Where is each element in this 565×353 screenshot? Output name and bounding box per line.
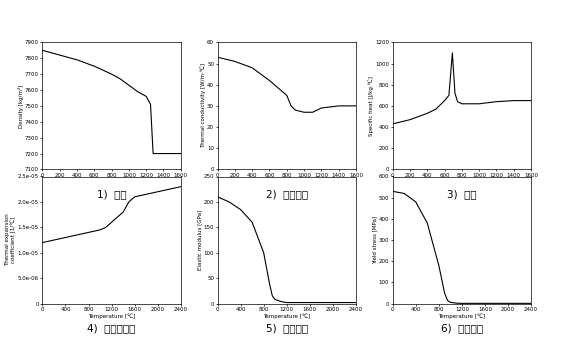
Text: 5)  탄성계수: 5) 탄성계수 (266, 323, 308, 333)
X-axis label: Temperature [℃]: Temperature [℃] (438, 313, 485, 319)
Text: 1)  밀도: 1) 밀도 (97, 189, 127, 199)
X-axis label: Temperature [℃]: Temperature [℃] (88, 313, 135, 319)
X-axis label: Temperature [℃]: Temperature [℃] (438, 179, 485, 185)
X-axis label: Temperature [℃]: Temperature [℃] (88, 179, 135, 185)
X-axis label: Temperature [℃]: Temperature [℃] (263, 313, 310, 319)
X-axis label: Temperature [℃]: Temperature [℃] (263, 179, 310, 185)
Y-axis label: Thermal conductivity [W/m·℃]: Thermal conductivity [W/m·℃] (200, 64, 206, 148)
Text: 2)  열전도도: 2) 열전도도 (266, 189, 308, 199)
Text: 4)  열확산계수: 4) 열확산계수 (88, 323, 136, 333)
Y-axis label: Thermal expansion
coefficient [1/℃]: Thermal expansion coefficient [1/℃] (6, 214, 16, 267)
Y-axis label: Specific heat [J/kg·℃]: Specific heat [J/kg·℃] (368, 76, 374, 136)
Text: 6)  항복응력: 6) 항복응력 (441, 323, 483, 333)
Y-axis label: Density [kg/m³]: Density [kg/m³] (18, 84, 24, 127)
Text: 3)  비열: 3) 비열 (447, 189, 477, 199)
Y-axis label: Yield stress [MPa]: Yield stress [MPa] (372, 216, 377, 264)
Y-axis label: Elastic modulus [GPa]: Elastic modulus [GPa] (197, 210, 202, 270)
